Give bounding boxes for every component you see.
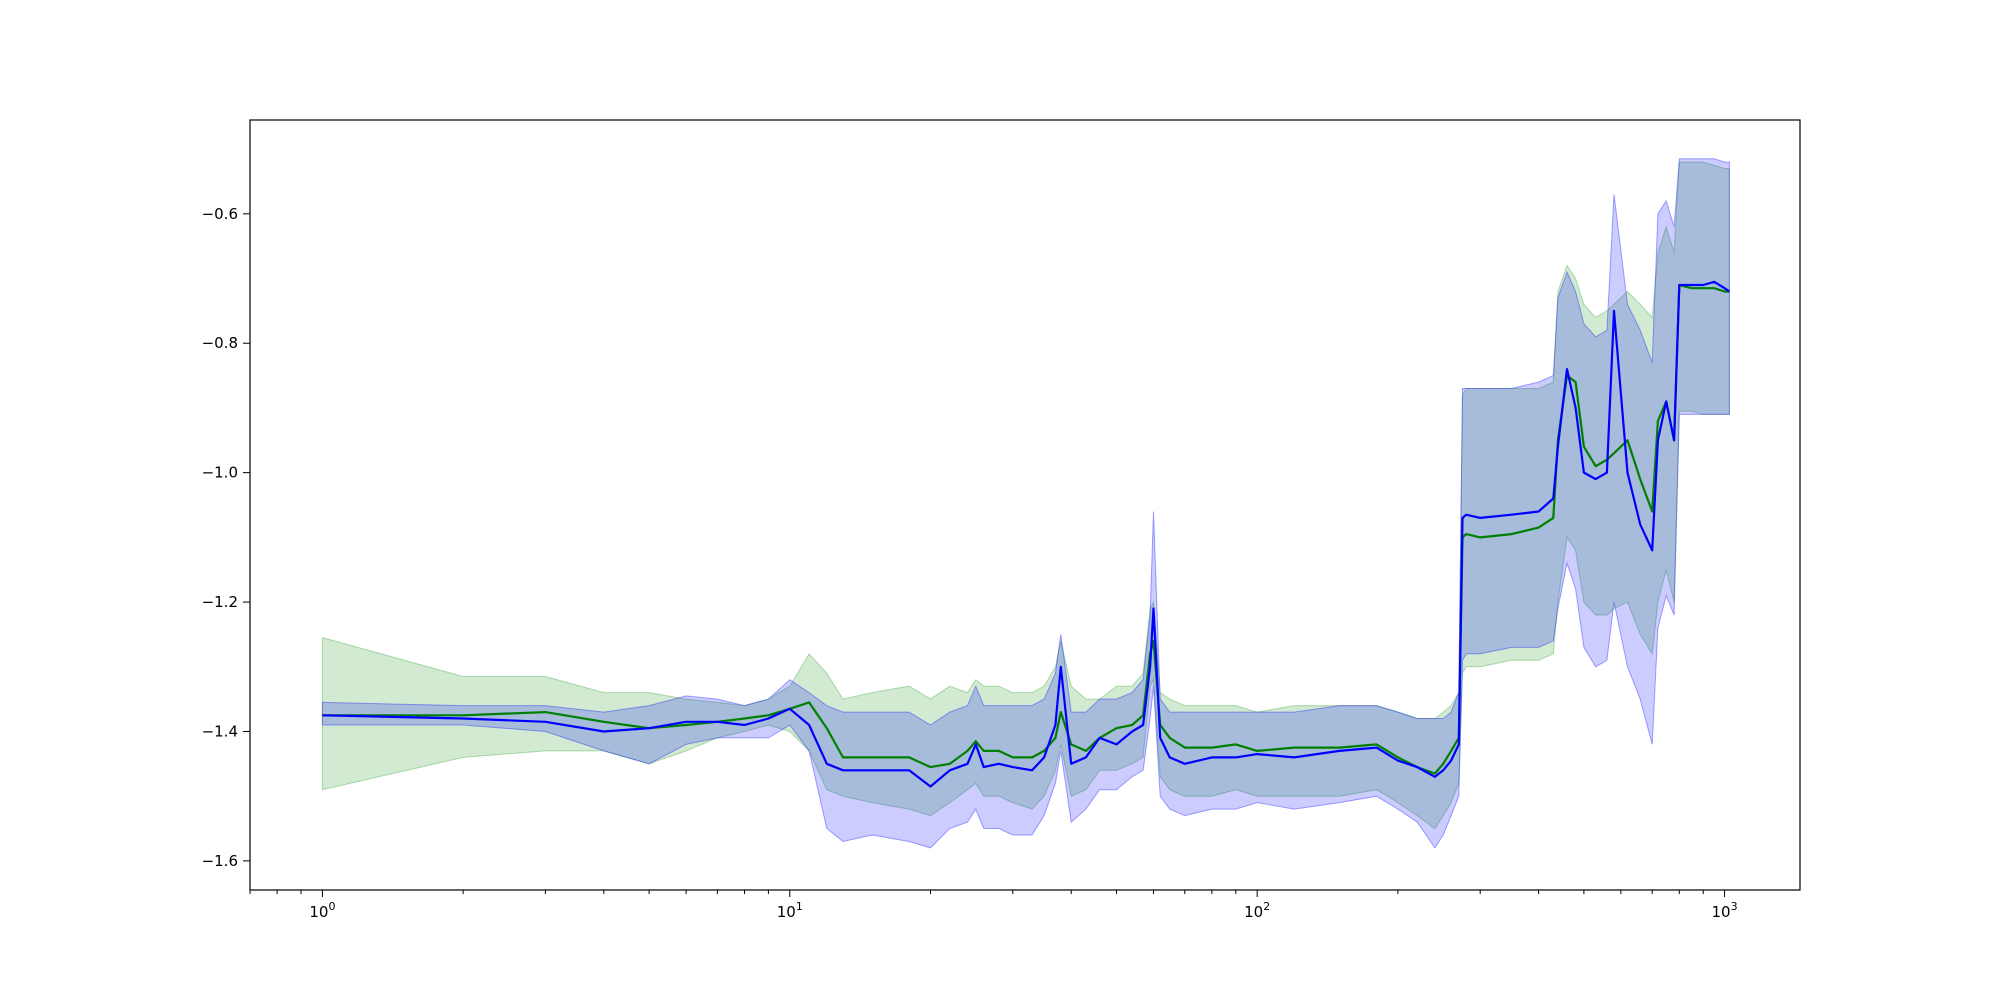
x-tick-label: 102 xyxy=(1244,900,1270,921)
series-2-line xyxy=(322,280,1731,788)
series-1-band xyxy=(321,161,1730,830)
x-tick-label: 101 xyxy=(777,900,803,921)
axes-frame xyxy=(249,119,1801,891)
y-axis: −0.6 −0.8 −1.0 −1.2 −1.4 −1.6 xyxy=(202,205,250,870)
y-tick-label: −0.6 xyxy=(202,205,238,223)
x-axis: 100 101 102 103 xyxy=(249,890,1738,921)
x-tick-label: 100 xyxy=(309,900,335,921)
series-lines xyxy=(322,280,1731,788)
confidence-bands xyxy=(321,158,1730,849)
series-2-band xyxy=(321,158,1730,849)
plot-area xyxy=(321,158,1731,849)
y-tick-label: −0.8 xyxy=(202,334,238,352)
series-1-line xyxy=(322,283,1730,775)
y-tick-label: −1.2 xyxy=(202,593,238,611)
y-tick-label: −1.6 xyxy=(202,852,238,870)
y-tick-label: −1.0 xyxy=(202,464,238,482)
x-tick-label: 103 xyxy=(1712,900,1738,921)
y-tick-label: −1.4 xyxy=(202,722,238,740)
